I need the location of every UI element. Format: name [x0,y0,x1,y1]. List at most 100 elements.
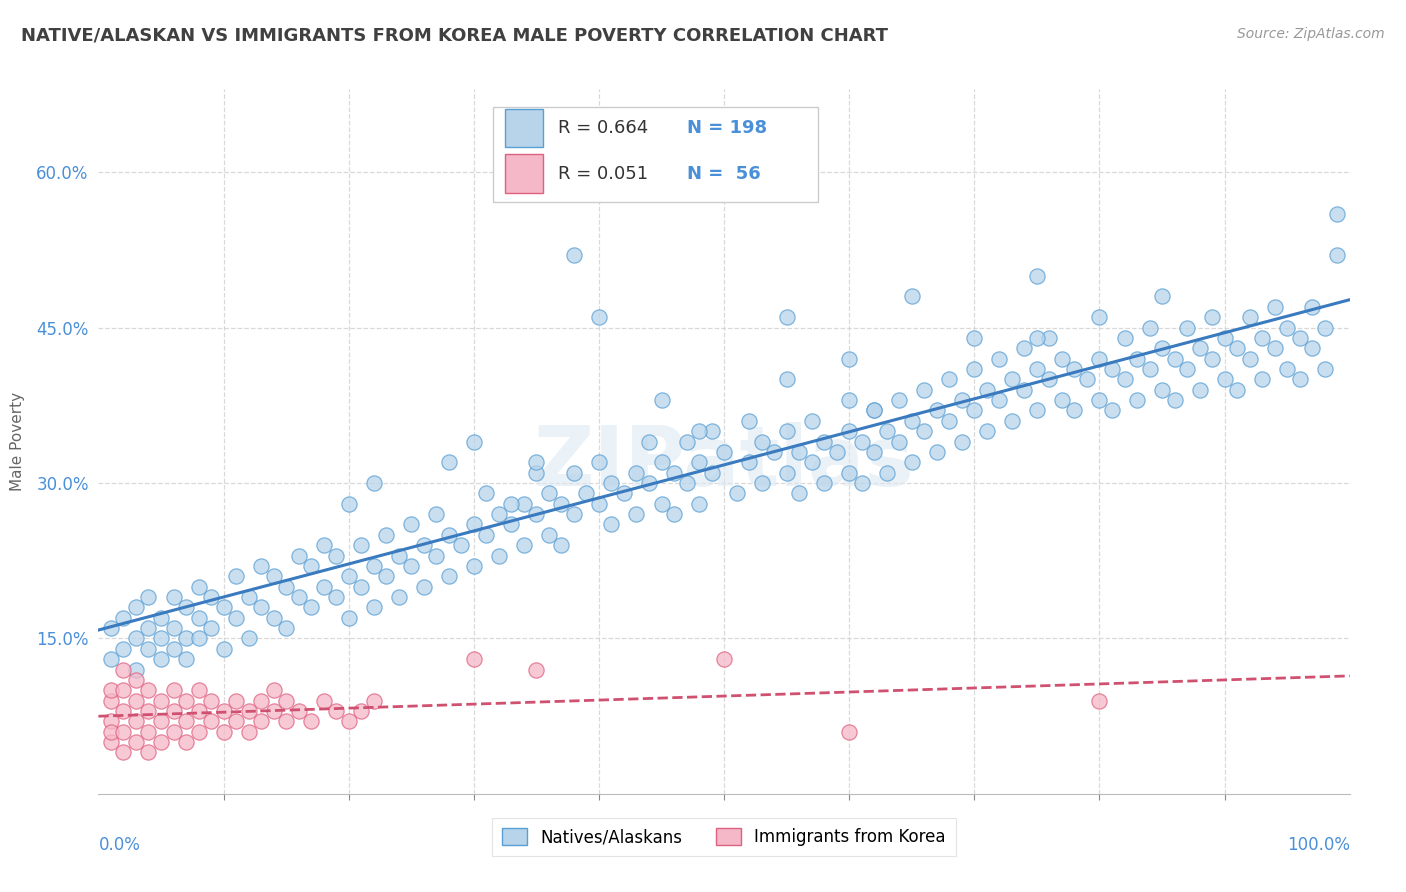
Point [787,445,810,459]
Point [863,403,886,417]
Point [112,663,135,677]
Point [1313,320,1336,334]
Text: R = 0.051: R = 0.051 [558,165,648,183]
Point [412,538,434,552]
Point [588,455,610,469]
Point [200,621,222,635]
Point [800,455,823,469]
Point [650,497,672,511]
Point [688,497,710,511]
Point [838,724,860,739]
Point [225,569,247,583]
Point [1126,393,1149,408]
Point [1026,403,1049,417]
Point [912,383,935,397]
Point [700,424,723,438]
Point [1026,331,1049,345]
Point [1114,331,1136,345]
Point [1038,372,1060,386]
Point [350,580,373,594]
Point [501,497,523,511]
Point [299,714,322,729]
Point [613,486,636,500]
Legend: Natives/Alaskans, Immigrants from Korea: Natives/Alaskans, Immigrants from Korea [492,818,956,856]
Point [537,486,560,500]
Point [150,632,173,646]
Point [238,632,260,646]
Point [125,735,148,749]
Point [1088,351,1111,366]
Point [150,735,173,749]
Point [337,714,360,729]
Point [900,414,922,428]
Point [337,497,360,511]
Point [112,641,135,656]
Point [588,310,610,325]
Point [162,641,184,656]
Point [112,724,135,739]
Point [238,704,260,718]
Point [1063,362,1085,376]
Point [1076,372,1098,386]
Point [138,746,160,760]
Point [588,497,610,511]
Text: R = 0.664: R = 0.664 [558,119,648,137]
Y-axis label: Male Poverty: Male Poverty [10,392,25,491]
Point [738,414,761,428]
Point [813,434,835,449]
Point [475,528,498,542]
Point [299,600,322,615]
Point [1188,383,1211,397]
Point [225,693,247,707]
Point [225,714,247,729]
Point [1201,351,1223,366]
Point [274,714,298,729]
Point [125,714,148,729]
Point [488,549,510,563]
Point [662,466,685,480]
Point [600,517,623,532]
Point [200,693,222,707]
Point [562,507,585,521]
Point [776,424,799,438]
Point [988,351,1011,366]
Point [738,455,761,469]
Point [162,724,184,739]
Point [562,248,585,262]
Point [776,466,799,480]
Point [263,683,285,698]
Point [1226,341,1249,355]
Point [513,538,536,552]
Point [162,590,184,604]
Point [524,466,547,480]
Point [187,704,209,718]
Point [575,486,598,500]
Point [675,434,697,449]
Point [976,383,998,397]
Point [725,486,748,500]
Point [1251,331,1274,345]
Point [174,693,197,707]
Point [1251,372,1274,386]
Point [713,165,735,179]
Text: ZIPatlas: ZIPatlas [534,422,914,503]
Point [325,590,347,604]
Point [138,641,160,656]
Point [1288,331,1310,345]
Point [1188,341,1211,355]
Point [363,558,385,573]
Point [100,652,122,666]
Point [1264,300,1286,314]
Point [250,558,273,573]
Point [125,693,148,707]
Point [1163,393,1185,408]
Point [876,466,898,480]
Point [751,475,773,490]
Point [537,528,560,542]
Point [1139,362,1161,376]
Point [463,517,485,532]
Point [1063,403,1085,417]
Point [900,455,922,469]
Point [925,445,948,459]
Point [125,663,148,677]
